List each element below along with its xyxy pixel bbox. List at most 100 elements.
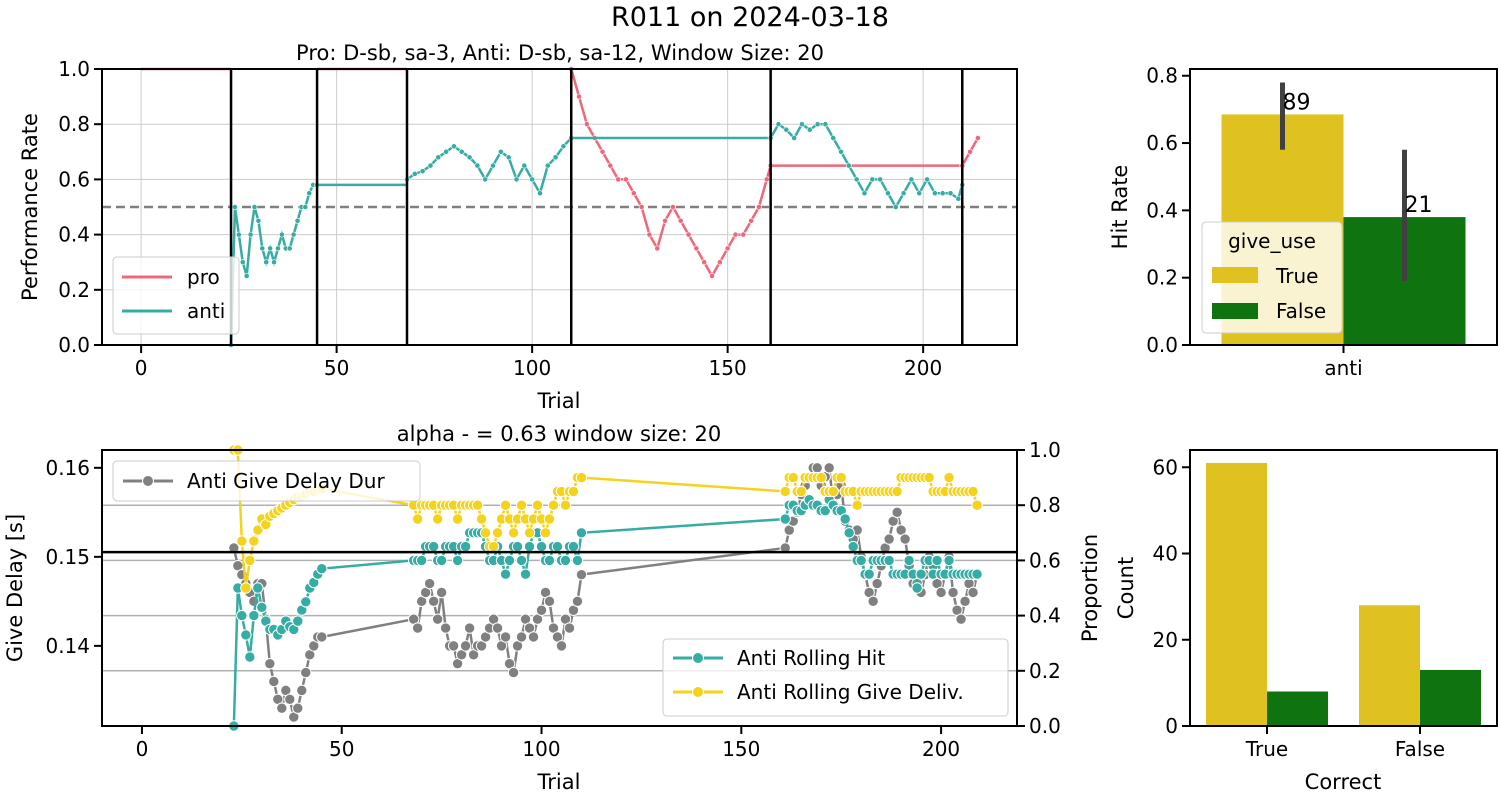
give-delay-point <box>435 586 448 599</box>
pro-point <box>615 176 622 183</box>
x-tick-label: False <box>1395 737 1445 761</box>
anti-point <box>419 168 426 175</box>
anti-point <box>939 190 946 197</box>
rolling-give-point <box>827 485 839 498</box>
rolling-hit-point <box>535 540 548 553</box>
anti-point <box>900 190 907 197</box>
rolling-hit-point <box>256 601 268 614</box>
legend-title: give_use <box>1228 229 1316 253</box>
rolling-hit-point <box>511 540 524 553</box>
give-delay-title: alpha - = 0.63 window size: 20 <box>397 422 721 446</box>
rolling-hit-point <box>300 596 312 608</box>
pro-point <box>740 231 747 238</box>
give-delay-point <box>292 702 304 714</box>
give-delay-point <box>268 675 280 688</box>
anti-point <box>775 121 782 128</box>
hit-rate-ylabel: Hit Rate <box>1108 165 1132 250</box>
rolling-give-point <box>779 485 791 498</box>
pro-point <box>763 176 770 183</box>
give-delay-ylabel: Give Delay [s] <box>3 514 27 662</box>
rolling-hit-point <box>571 554 584 567</box>
rolling-hit-point <box>855 554 867 567</box>
anti-point <box>427 162 434 169</box>
performance-legend: pro anti <box>112 256 240 335</box>
give-delay-point <box>823 462 835 474</box>
x-tick-label: 150 <box>709 356 747 380</box>
bar-true-false <box>1267 691 1328 726</box>
give-delay-point <box>967 586 979 599</box>
anti-line <box>406 137 573 197</box>
anti-point <box>278 231 285 238</box>
rolling-hit-point <box>575 527 588 539</box>
rolling-hit-point <box>244 651 256 663</box>
pro-point <box>701 259 708 266</box>
anti-point <box>830 135 837 141</box>
hit-rate-frame <box>1189 68 1498 346</box>
give-delay-point <box>563 622 576 634</box>
rolling-hit-point <box>839 513 851 525</box>
give-delay-legend-right: Anti Rolling Hit Anti Rolling Give Deliv… <box>662 638 1009 717</box>
bar-false-false <box>1420 669 1481 726</box>
give-delay-point <box>499 631 512 643</box>
rolling-give-point <box>248 535 260 547</box>
rolling-hit-point <box>847 540 859 553</box>
anti-point <box>290 231 297 238</box>
anti-point <box>544 162 551 169</box>
rolling-hit-point <box>451 554 464 567</box>
rolling-hit-point <box>567 540 580 553</box>
anti-point <box>286 245 293 252</box>
y-tick-label: 0.2 <box>1146 266 1178 290</box>
y-tick-label: 0.2 <box>58 278 90 302</box>
x-tick-label: 0 <box>136 737 149 761</box>
rolling-give-point <box>971 499 983 511</box>
anti-point <box>822 121 829 128</box>
give-delay-point <box>515 631 528 643</box>
performance-chart: Pro: D-sb, sa-3, Anti: D-sb, sa-12, Wind… <box>18 41 1018 413</box>
give-delay-point <box>527 631 540 643</box>
pro-point <box>732 231 739 238</box>
rolling-hit-point <box>292 615 304 627</box>
y-tick-label: 0.6 <box>1146 131 1178 155</box>
y-right-tick-label: 0.6 <box>1029 548 1061 572</box>
count-frame <box>1189 449 1498 727</box>
rolling-hit-point <box>415 554 428 567</box>
rolling-hit-point <box>459 540 472 553</box>
give-delay-xlabel: Trial <box>537 770 581 794</box>
rolling-give-point <box>795 485 807 498</box>
pro-point <box>638 204 645 210</box>
x-tick-label: 50 <box>324 356 349 380</box>
rolling-hit-point <box>316 562 328 575</box>
give-delay-point <box>955 613 967 625</box>
pro-point <box>583 121 590 128</box>
performance-xlabel: Trial <box>537 389 581 413</box>
rolling-give-point <box>487 540 500 553</box>
anti-point <box>885 190 891 197</box>
legend-true-swatch <box>1212 267 1258 283</box>
anti-point <box>294 217 301 224</box>
anti-point <box>537 190 543 197</box>
rolling-hit-point <box>819 505 831 517</box>
rolling-hit-point <box>911 582 923 594</box>
x-tick-label: True <box>1245 737 1288 761</box>
anti-point <box>302 204 309 210</box>
rolling-give-point <box>943 471 955 484</box>
performance-ticks: 0 50 100 150 200 0.0 0.2 0.4 0.6 0.8 1.0 <box>58 57 942 380</box>
rolling-hit-point <box>427 540 440 553</box>
count-chart: 0 20 40 60 True False Correct Count <box>1114 449 1498 794</box>
give-delay-point <box>284 693 296 705</box>
anti-point <box>411 170 418 177</box>
rolling-hit-point <box>883 554 895 567</box>
pro-point <box>599 148 606 155</box>
y-tick-label: 0.15 <box>45 545 90 569</box>
rolling-hit-point <box>779 513 791 525</box>
pro-point <box>967 148 973 155</box>
give-delay-point <box>507 666 520 679</box>
anti-point <box>482 176 489 183</box>
pro-point <box>709 273 715 279</box>
give-delay-point <box>575 568 588 581</box>
rolling-give-point <box>507 527 520 539</box>
rolling-give-point <box>499 499 512 511</box>
give-delay-point <box>867 595 879 608</box>
rolling-give-point <box>479 527 492 539</box>
count-ylabel: Count <box>1114 557 1138 619</box>
